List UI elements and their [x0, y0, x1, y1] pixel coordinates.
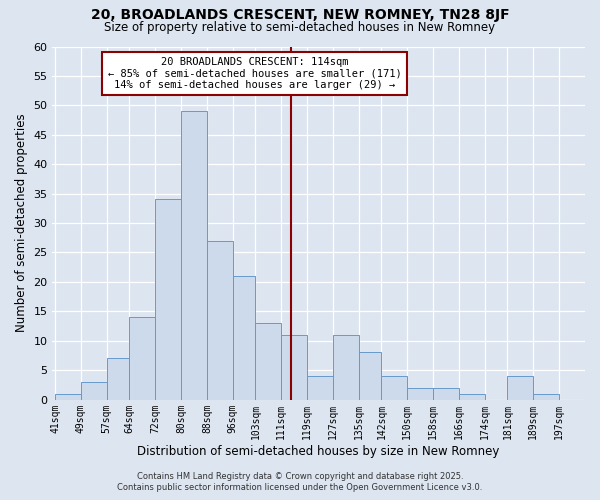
- Bar: [459, 394, 485, 400]
- Text: Contains public sector information licensed under the Open Government Licence v3: Contains public sector information licen…: [118, 484, 482, 492]
- Bar: [81, 382, 107, 400]
- Y-axis label: Number of semi-detached properties: Number of semi-detached properties: [15, 114, 28, 332]
- Bar: [207, 240, 233, 400]
- Bar: [107, 358, 130, 400]
- Bar: [256, 323, 281, 400]
- Bar: [130, 317, 155, 400]
- Bar: [508, 376, 533, 400]
- Bar: [155, 200, 181, 400]
- Bar: [433, 388, 459, 400]
- Text: 20 BROADLANDS CRESCENT: 114sqm
← 85% of semi-detached houses are smaller (171)
1: 20 BROADLANDS CRESCENT: 114sqm ← 85% of …: [107, 57, 401, 90]
- Bar: [281, 335, 307, 400]
- Bar: [333, 335, 359, 400]
- Text: 20, BROADLANDS CRESCENT, NEW ROMNEY, TN28 8JF: 20, BROADLANDS CRESCENT, NEW ROMNEY, TN2…: [91, 8, 509, 22]
- Bar: [359, 352, 382, 400]
- Bar: [233, 276, 256, 400]
- Bar: [533, 394, 559, 400]
- Bar: [307, 376, 333, 400]
- Bar: [382, 376, 407, 400]
- Bar: [55, 394, 81, 400]
- Text: Contains HM Land Registry data © Crown copyright and database right 2025.: Contains HM Land Registry data © Crown c…: [137, 472, 463, 481]
- X-axis label: Distribution of semi-detached houses by size in New Romney: Distribution of semi-detached houses by …: [137, 444, 500, 458]
- Text: Size of property relative to semi-detached houses in New Romney: Size of property relative to semi-detach…: [104, 21, 496, 34]
- Bar: [181, 111, 207, 400]
- Bar: [407, 388, 433, 400]
